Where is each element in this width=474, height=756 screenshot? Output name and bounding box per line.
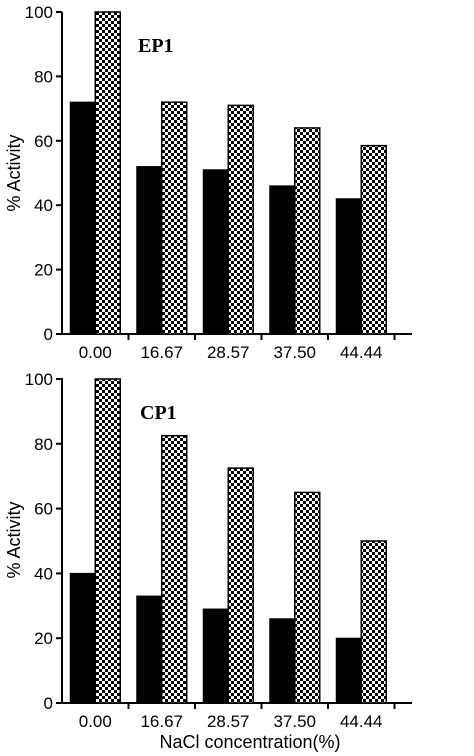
- bar-checkered: [294, 127, 321, 335]
- y-tick-label: 0: [44, 694, 53, 713]
- x-tick-label: 16.67: [140, 343, 183, 362]
- x-tick-group: 0.00 16.67 28.57 37.50 44.44: [79, 703, 396, 731]
- x-tick-label: 37.50: [273, 712, 316, 731]
- bar-solid: [202, 169, 229, 335]
- bar-solid: [202, 608, 229, 704]
- bar-group: [69, 378, 387, 704]
- y-tick-label: 80: [34, 435, 53, 454]
- x-tick-label: 44.44: [340, 343, 383, 362]
- chart-panel-cp1: CP1 % Activity NaCl concentration(%) 0 20…: [4, 370, 412, 752]
- y-axis-title: % Activity: [4, 501, 24, 578]
- bar-solid: [269, 185, 296, 335]
- y-tick-label: 100: [25, 370, 53, 389]
- bar-checkered: [227, 467, 254, 704]
- bar-checkered: [227, 104, 254, 335]
- y-tick-label: 60: [34, 132, 53, 151]
- bar-checkered: [94, 378, 121, 704]
- bar-checkered: [161, 101, 188, 335]
- bar-checkered: [161, 434, 188, 704]
- bar-checkered: [360, 144, 387, 335]
- x-tick-label: 0.00: [79, 712, 112, 731]
- y-tick-label: 20: [34, 629, 53, 648]
- y-tick-label: 40: [34, 196, 53, 215]
- panel-title: CP1: [140, 402, 177, 424]
- y-tick-group: 0 20 40 60 80 100: [25, 370, 62, 713]
- x-tick-label: 16.67: [140, 712, 183, 731]
- bar-solid: [335, 637, 362, 704]
- bar-solid: [136, 166, 163, 335]
- bar-solid: [69, 101, 96, 335]
- y-tick-group: 0 20 40 60 80 100: [25, 3, 62, 344]
- x-tick-group: 0.00 16.67 28.57 37.50 44.44: [79, 334, 396, 362]
- y-axis-title: % Activity: [4, 134, 24, 211]
- y-tick-label: 60: [34, 500, 53, 519]
- bar-solid: [69, 572, 96, 704]
- bar-solid: [136, 595, 163, 704]
- chart-panel-ep1: EP1 % Activity 0 20 40 60 80 100 0.00 16.67 28.…: [4, 3, 412, 362]
- x-tick-label: 28.57: [207, 712, 250, 731]
- x-tick-label: 28.57: [207, 343, 250, 362]
- bar-group: [69, 11, 387, 335]
- bar-solid: [269, 618, 296, 704]
- bar-checkered: [294, 491, 321, 704]
- bar-checkered: [360, 540, 387, 704]
- y-tick-label: 40: [34, 564, 53, 583]
- y-tick-label: 0: [44, 325, 53, 344]
- x-axis-title: NaCl concentration(%): [159, 732, 340, 752]
- y-tick-label: 100: [25, 3, 53, 22]
- y-tick-label: 20: [34, 261, 53, 280]
- bar-solid: [335, 198, 362, 335]
- panel-title: EP1: [138, 35, 174, 57]
- x-tick-label: 44.44: [340, 712, 383, 731]
- x-tick-label: 0.00: [79, 343, 112, 362]
- x-tick-label: 37.50: [273, 343, 316, 362]
- bar-checkered: [94, 11, 121, 335]
- y-tick-label: 80: [34, 67, 53, 86]
